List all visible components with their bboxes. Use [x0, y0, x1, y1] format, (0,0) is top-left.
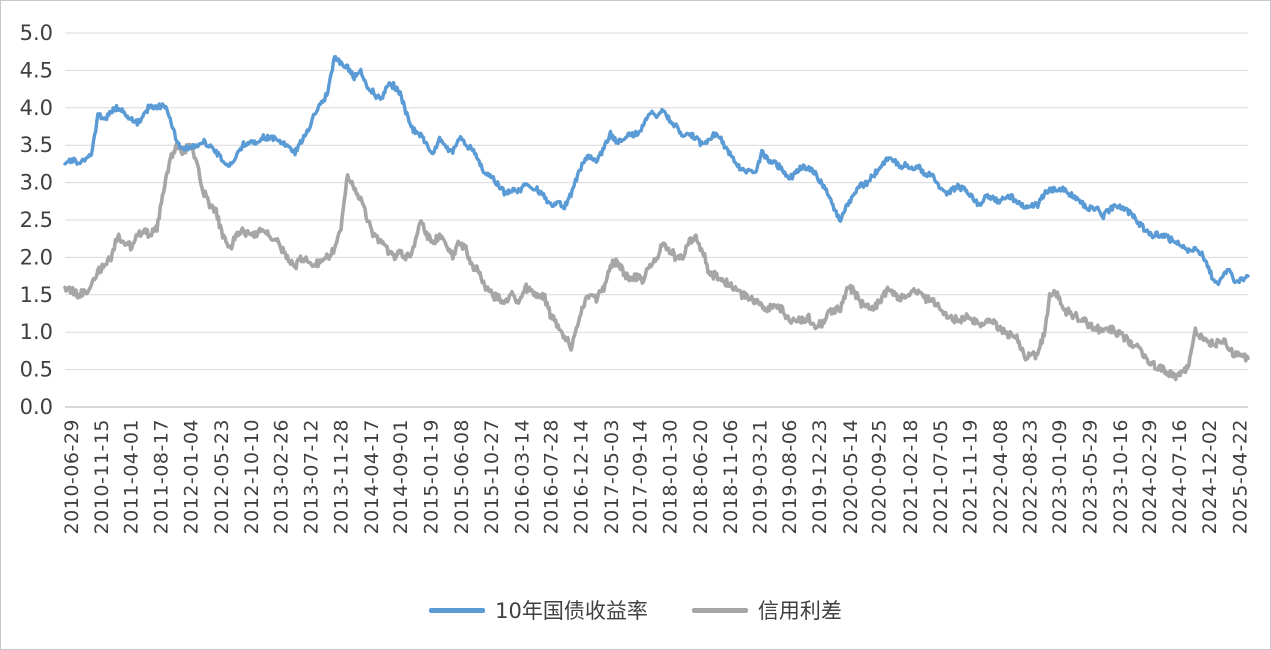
bond-yield-line-swatch	[429, 607, 486, 613]
svg-text:2013-07-12: 2013-07-12	[301, 419, 323, 534]
svg-text:0.0: 0.0	[20, 395, 53, 419]
svg-text:2023-01-09: 2023-01-09	[1049, 419, 1071, 534]
svg-text:2022-04-08: 2022-04-08	[990, 419, 1012, 534]
svg-text:2020-09-25: 2020-09-25	[869, 419, 891, 534]
svg-text:2015-06-08: 2015-06-08	[451, 419, 473, 534]
svg-text:2015-01-19: 2015-01-19	[420, 419, 442, 534]
chart-legend: 10年国债收益率 信用利差	[1, 595, 1270, 625]
svg-text:3.5: 3.5	[20, 133, 53, 157]
bond-yield-legend-label: 10年国债收益率	[495, 599, 648, 623]
svg-text:2012-01-04: 2012-01-04	[181, 419, 203, 534]
svg-text:4.5: 4.5	[20, 58, 53, 82]
svg-text:2012-10-10: 2012-10-10	[241, 419, 263, 534]
svg-text:2010-06-29: 2010-06-29	[61, 419, 83, 534]
svg-text:2019-12-23: 2019-12-23	[809, 419, 831, 534]
svg-text:2023-05-29: 2023-05-29	[1080, 419, 1102, 534]
svg-text:2018-11-06: 2018-11-06	[720, 419, 742, 534]
credit-spread-line-swatch	[691, 607, 748, 613]
svg-text:2014-09-01: 2014-09-01	[390, 419, 412, 534]
svg-text:2018-01-30: 2018-01-30	[659, 419, 681, 534]
svg-text:2024-02-29: 2024-02-29	[1139, 419, 1161, 534]
svg-text:1.0: 1.0	[20, 320, 53, 344]
svg-text:2024-07-16: 2024-07-16	[1169, 419, 1191, 534]
svg-text:0.5: 0.5	[20, 358, 53, 382]
credit-spread-legend-label: 信用利差	[757, 599, 842, 623]
svg-text:2011-08-17: 2011-08-17	[150, 419, 172, 534]
svg-text:2019-03-21: 2019-03-21	[749, 419, 771, 534]
svg-text:5.0: 5.0	[20, 21, 53, 45]
svg-text:2011-04-01: 2011-04-01	[121, 419, 143, 534]
svg-text:2017-05-03: 2017-05-03	[601, 419, 623, 534]
svg-text:2010-11-15: 2010-11-15	[91, 419, 113, 534]
svg-text:2021-02-18: 2021-02-18	[900, 419, 922, 534]
svg-text:2016-12-14: 2016-12-14	[570, 419, 592, 534]
svg-text:2022-08-23: 2022-08-23	[1019, 419, 1041, 534]
svg-text:2017-09-14: 2017-09-14	[630, 419, 652, 534]
svg-text:3.0: 3.0	[20, 171, 53, 195]
svg-text:2023-10-16: 2023-10-16	[1110, 419, 1132, 534]
legend-item-bond-yield: 10年国债收益率	[429, 595, 648, 625]
legend-item-credit-spread: 信用利差	[691, 595, 842, 625]
svg-text:2.0: 2.0	[20, 245, 53, 269]
svg-text:2021-07-05: 2021-07-05	[930, 419, 952, 534]
svg-text:2024-12-02: 2024-12-02	[1199, 419, 1221, 534]
svg-text:2015-10-27: 2015-10-27	[481, 419, 503, 534]
svg-text:2018-06-20: 2018-06-20	[690, 419, 712, 534]
svg-text:2014-04-17: 2014-04-17	[361, 419, 383, 534]
svg-text:4.0: 4.0	[20, 96, 53, 120]
svg-text:2021-11-19: 2021-11-19	[959, 419, 981, 534]
svg-text:2020-05-14: 2020-05-14	[840, 419, 862, 534]
svg-text:2019-08-06: 2019-08-06	[779, 419, 801, 534]
svg-text:2016-07-28: 2016-07-28	[541, 419, 563, 534]
svg-text:2012-05-23: 2012-05-23	[211, 419, 233, 534]
svg-text:2016-03-14: 2016-03-14	[511, 419, 533, 534]
svg-text:1.5: 1.5	[20, 283, 53, 307]
svg-text:2013-11-28: 2013-11-28	[330, 419, 352, 534]
svg-text:2025-04-22: 2025-04-22	[1229, 419, 1251, 534]
svg-text:2013-02-26: 2013-02-26	[271, 419, 293, 534]
svg-text:2.5: 2.5	[20, 208, 53, 232]
